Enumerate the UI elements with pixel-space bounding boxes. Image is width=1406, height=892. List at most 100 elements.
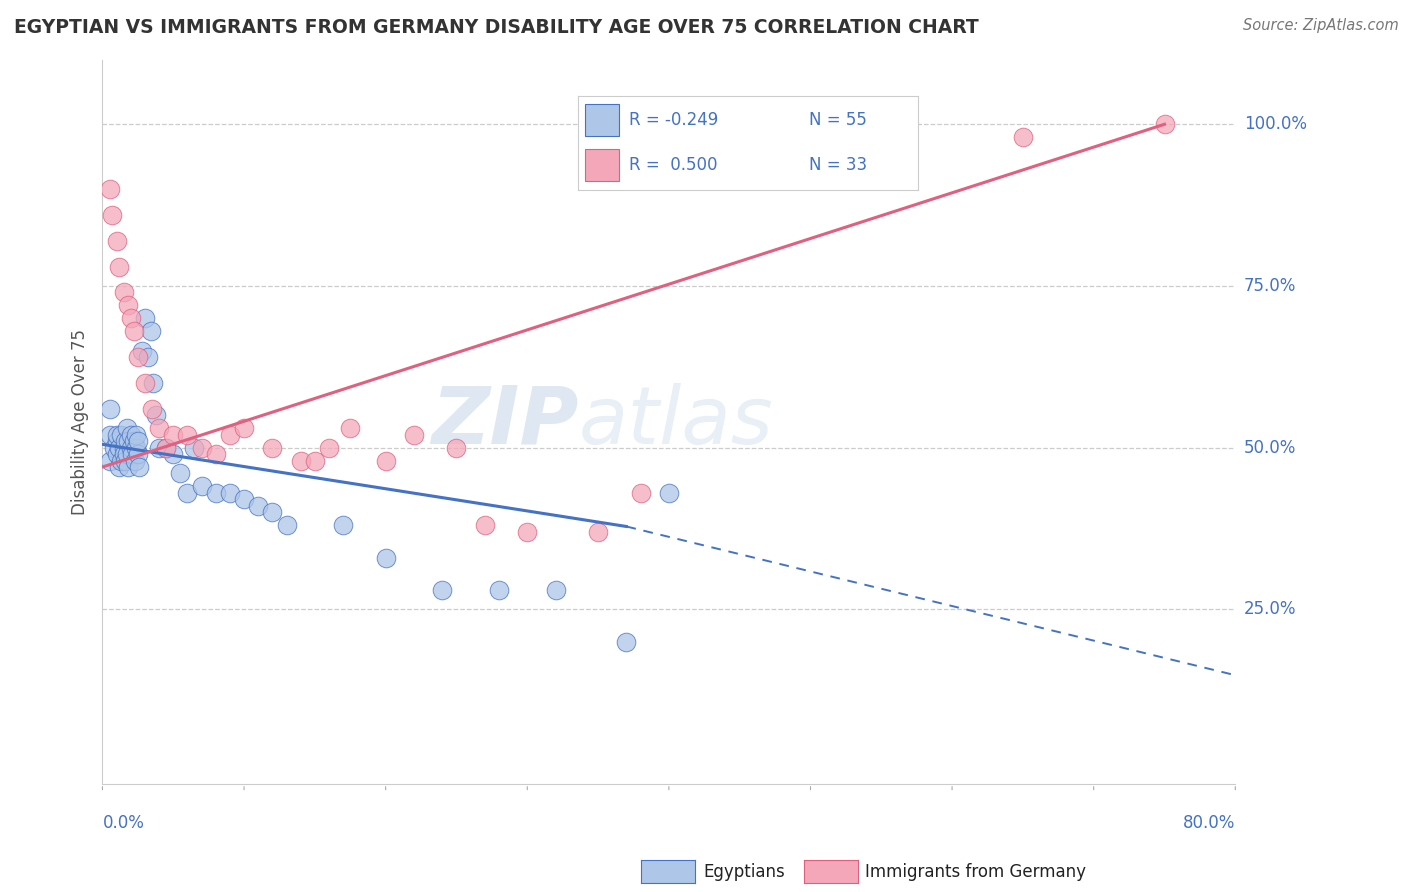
Text: 75.0%: 75.0%	[1244, 277, 1296, 295]
Point	[127, 434, 149, 449]
Point	[136, 350, 159, 364]
Point	[162, 427, 184, 442]
Point	[105, 447, 128, 461]
Point	[120, 311, 142, 326]
Point	[544, 582, 567, 597]
Point	[117, 434, 139, 449]
Point	[114, 434, 136, 449]
Point	[125, 441, 148, 455]
Point	[446, 441, 468, 455]
Point	[124, 453, 146, 467]
Point	[121, 447, 143, 461]
Point	[115, 447, 138, 461]
Text: 100.0%: 100.0%	[1244, 115, 1306, 133]
Point	[122, 434, 145, 449]
Point	[374, 453, 396, 467]
Text: 25.0%: 25.0%	[1244, 600, 1296, 618]
Point	[290, 453, 312, 467]
Point	[115, 421, 138, 435]
Point	[108, 460, 131, 475]
Point	[131, 343, 153, 358]
Point	[98, 401, 121, 416]
Point	[108, 441, 131, 455]
Point	[183, 441, 205, 455]
Point	[120, 441, 142, 455]
Text: 50.0%: 50.0%	[1244, 439, 1296, 457]
Text: Immigrants from Germany: Immigrants from Germany	[865, 863, 1085, 881]
Point	[114, 453, 136, 467]
Point	[155, 441, 177, 455]
Point	[98, 453, 121, 467]
Point	[117, 298, 139, 312]
Point	[110, 427, 132, 442]
Point	[142, 376, 165, 390]
Point	[155, 441, 177, 455]
Point	[332, 518, 354, 533]
Point	[339, 421, 361, 435]
Text: atlas: atlas	[578, 383, 773, 461]
Point	[204, 447, 226, 461]
Text: 0.0%: 0.0%	[103, 814, 145, 832]
Point	[148, 421, 170, 435]
Point	[139, 324, 162, 338]
Point	[190, 479, 212, 493]
Point	[374, 550, 396, 565]
Point	[616, 634, 638, 648]
Point	[304, 453, 326, 467]
Point	[219, 427, 242, 442]
Point	[120, 427, 142, 442]
Y-axis label: Disability Age Over 75: Disability Age Over 75	[72, 329, 89, 515]
Point	[134, 311, 156, 326]
Point	[103, 441, 125, 455]
Point	[128, 460, 150, 475]
Point	[105, 234, 128, 248]
Point	[101, 208, 124, 222]
Point	[488, 582, 510, 597]
Point	[112, 447, 135, 461]
Point	[658, 486, 681, 500]
Point	[148, 441, 170, 455]
Point	[516, 524, 538, 539]
Point	[105, 434, 128, 449]
Point	[586, 524, 609, 539]
Text: Source: ZipAtlas.com: Source: ZipAtlas.com	[1243, 18, 1399, 33]
Point	[122, 324, 145, 338]
Point	[402, 427, 425, 442]
Point	[98, 427, 121, 442]
Point	[127, 350, 149, 364]
Point	[176, 427, 198, 442]
Point	[276, 518, 298, 533]
Point	[145, 409, 167, 423]
Text: ZIP: ZIP	[430, 383, 578, 461]
Text: 80.0%: 80.0%	[1182, 814, 1236, 832]
Point	[262, 505, 284, 519]
Point	[204, 486, 226, 500]
Point	[1012, 130, 1035, 145]
Point	[176, 486, 198, 500]
Point	[105, 427, 128, 442]
Point	[630, 486, 652, 500]
Text: EGYPTIAN VS IMMIGRANTS FROM GERMANY DISABILITY AGE OVER 75 CORRELATION CHART: EGYPTIAN VS IMMIGRANTS FROM GERMANY DISA…	[14, 18, 979, 37]
Point	[318, 441, 340, 455]
Point	[162, 447, 184, 461]
Point	[134, 376, 156, 390]
Point	[127, 447, 149, 461]
Point	[117, 460, 139, 475]
Point	[432, 582, 454, 597]
Point	[112, 441, 135, 455]
Point	[1153, 117, 1175, 131]
Point	[169, 467, 191, 481]
Point	[110, 453, 132, 467]
Point	[233, 492, 256, 507]
Point	[474, 518, 496, 533]
Point	[262, 441, 284, 455]
Point	[233, 421, 256, 435]
Point	[141, 401, 163, 416]
Point	[108, 260, 131, 274]
Point	[98, 182, 121, 196]
Text: Egyptians: Egyptians	[703, 863, 785, 881]
Point	[112, 285, 135, 300]
Point	[247, 499, 270, 513]
Point	[219, 486, 242, 500]
Point	[190, 441, 212, 455]
